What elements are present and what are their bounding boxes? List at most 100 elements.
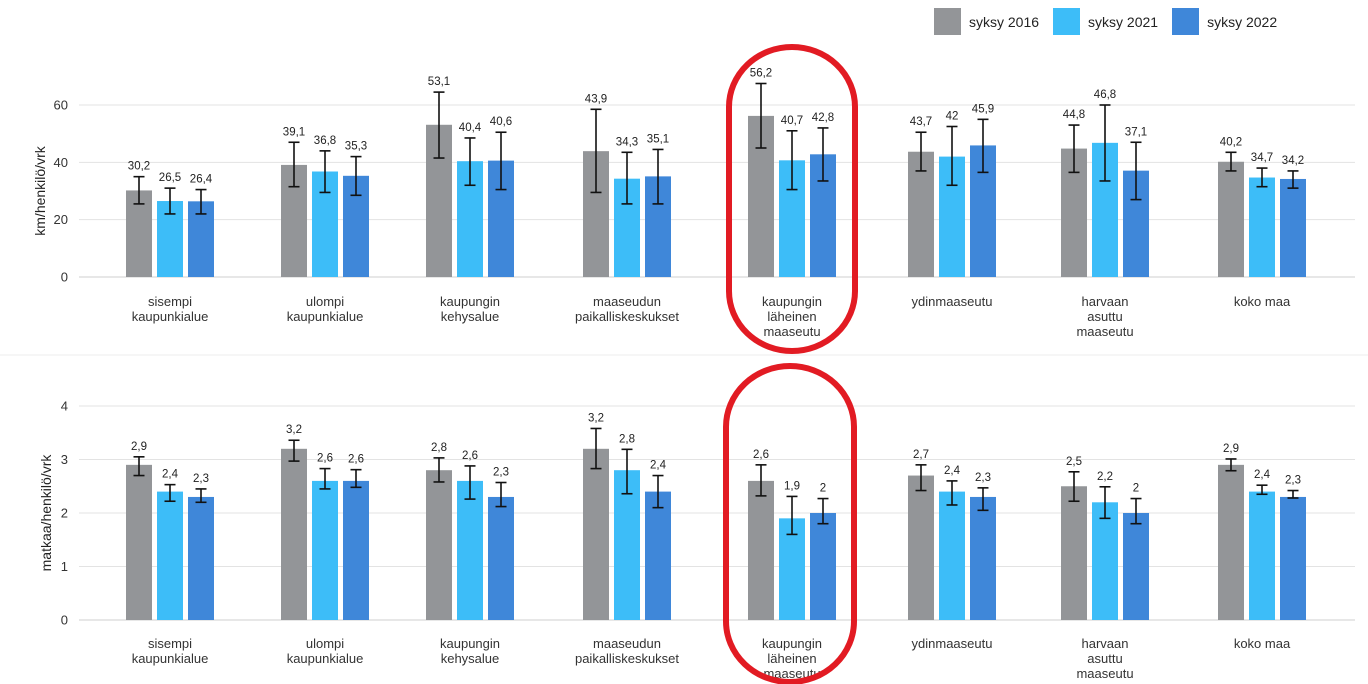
category-label-line: kehysalue [441, 309, 500, 324]
category-label-line: maaseudun [593, 294, 661, 309]
data-label: 3,2 [286, 424, 302, 436]
bar [312, 480, 338, 620]
category-label-line: kaupungin [762, 294, 822, 309]
bar [614, 470, 640, 620]
data-label: 26,5 [159, 172, 181, 184]
data-label: 43,9 [585, 93, 607, 105]
highlight-ellipse [723, 363, 857, 684]
category-label: ydinmaaseutu [912, 294, 993, 309]
legend-item-2022: syksy 2022 [1172, 8, 1277, 35]
category-label: kaupungin kehysalue [440, 294, 500, 324]
data-label: 42 [946, 111, 959, 123]
data-label: 35,1 [647, 133, 669, 145]
data-label: 40,4 [459, 122, 482, 134]
y-axis-label: km/henkilö/vrk [32, 145, 48, 235]
category-label-line: ydinmaaseutu [912, 636, 993, 651]
category-label: kaupungin läheinen maaseutu [762, 636, 822, 681]
bar [1123, 513, 1149, 620]
category-label: kaupungin kehysalue [440, 636, 500, 666]
category-label-line: harvaan [1082, 294, 1129, 309]
category-label-line: kaupungin [762, 636, 822, 651]
data-label: 53,1 [428, 76, 450, 88]
legend-label-2016: syksy 2016 [969, 13, 1040, 30]
category-label-line: ulompi [306, 294, 344, 309]
bar [1249, 177, 1275, 277]
bar [939, 491, 965, 620]
y-tick-label: 0 [61, 613, 68, 628]
data-label: 2,6 [348, 454, 364, 466]
data-label: 45,9 [972, 103, 994, 115]
category-label: sisempi kaupunkialue [132, 294, 209, 324]
category-label-line: kaupungin [440, 636, 500, 651]
bar [1092, 502, 1118, 620]
y-tick-label: 4 [61, 399, 68, 414]
bar [908, 475, 934, 620]
category-label-line: läheinen [767, 309, 816, 324]
category-label-line: läheinen [767, 651, 816, 666]
data-label: 2,5 [1066, 456, 1082, 468]
data-label: 2,6 [462, 450, 478, 462]
category-label-line: kaupunkialue [287, 651, 364, 666]
bar [1061, 486, 1087, 620]
bar [583, 448, 609, 620]
data-label: 46,8 [1094, 89, 1116, 101]
y-tick-label: 60 [54, 98, 68, 113]
category-label-line: ydinmaaseutu [912, 294, 993, 309]
category-label-line: paikalliskeskukset [575, 309, 679, 324]
bar [343, 480, 369, 620]
data-label: 39,1 [283, 126, 305, 138]
y-tick-label: 20 [54, 212, 68, 227]
category-label: koko maa [1234, 294, 1291, 309]
category-label-line: koko maa [1234, 294, 1291, 309]
bar [457, 480, 483, 620]
data-label: 2,4 [650, 460, 667, 472]
category-label: harvaan asuttu maaseutu [1076, 636, 1133, 681]
legend-swatch-2021 [1053, 8, 1081, 35]
category-label: sisempi kaupunkialue [132, 636, 209, 666]
data-label: 2,8 [431, 442, 447, 454]
data-label: 1,9 [784, 480, 800, 492]
data-label: 2,6 [753, 449, 769, 461]
category-label: maaseudun paikalliskeskukset [575, 294, 679, 324]
data-label: 37,1 [1125, 126, 1147, 138]
data-label: 3,2 [588, 412, 604, 424]
category-label-line: asuttu [1087, 309, 1122, 324]
category-label: koko maa [1234, 636, 1291, 651]
data-label: 30,2 [128, 161, 150, 173]
category-label-line: sisempi [148, 636, 192, 651]
highlight-ellipse [726, 44, 858, 354]
data-label: 34,7 [1251, 152, 1273, 164]
data-label: 44,8 [1063, 109, 1085, 121]
bar [488, 496, 514, 620]
legend-item-2016: syksy 2016 [934, 8, 1039, 35]
data-label: 40,7 [781, 115, 803, 127]
category-label-line: kaupunkialue [132, 309, 209, 324]
data-label: 36,8 [314, 135, 336, 147]
bar [126, 464, 152, 620]
data-label: 2,6 [317, 453, 333, 465]
data-label: 2,4 [944, 465, 961, 477]
data-label: 2 [820, 483, 826, 495]
data-label: 2,3 [975, 472, 991, 484]
category-label-line: maaseutu [1076, 324, 1133, 339]
y-tick-label: 0 [61, 270, 68, 285]
y-tick-label: 2 [61, 506, 68, 521]
y-tick-label: 3 [61, 452, 68, 467]
legend-item-2021: syksy 2021 [1053, 8, 1158, 35]
bar [188, 496, 214, 620]
bar [1249, 491, 1275, 620]
bar [157, 491, 183, 620]
category-label-line: harvaan [1082, 636, 1129, 651]
data-label: 2 [1133, 483, 1139, 495]
bar [908, 151, 934, 277]
data-label: 35,3 [345, 141, 367, 153]
data-label: 26,4 [190, 174, 213, 186]
data-label: 2,3 [493, 467, 509, 479]
category-label: ydinmaaseutu [912, 636, 993, 651]
data-label: 43,7 [910, 116, 932, 128]
bar [1218, 161, 1244, 277]
bar [810, 513, 836, 620]
y-tick-label: 1 [61, 559, 68, 574]
